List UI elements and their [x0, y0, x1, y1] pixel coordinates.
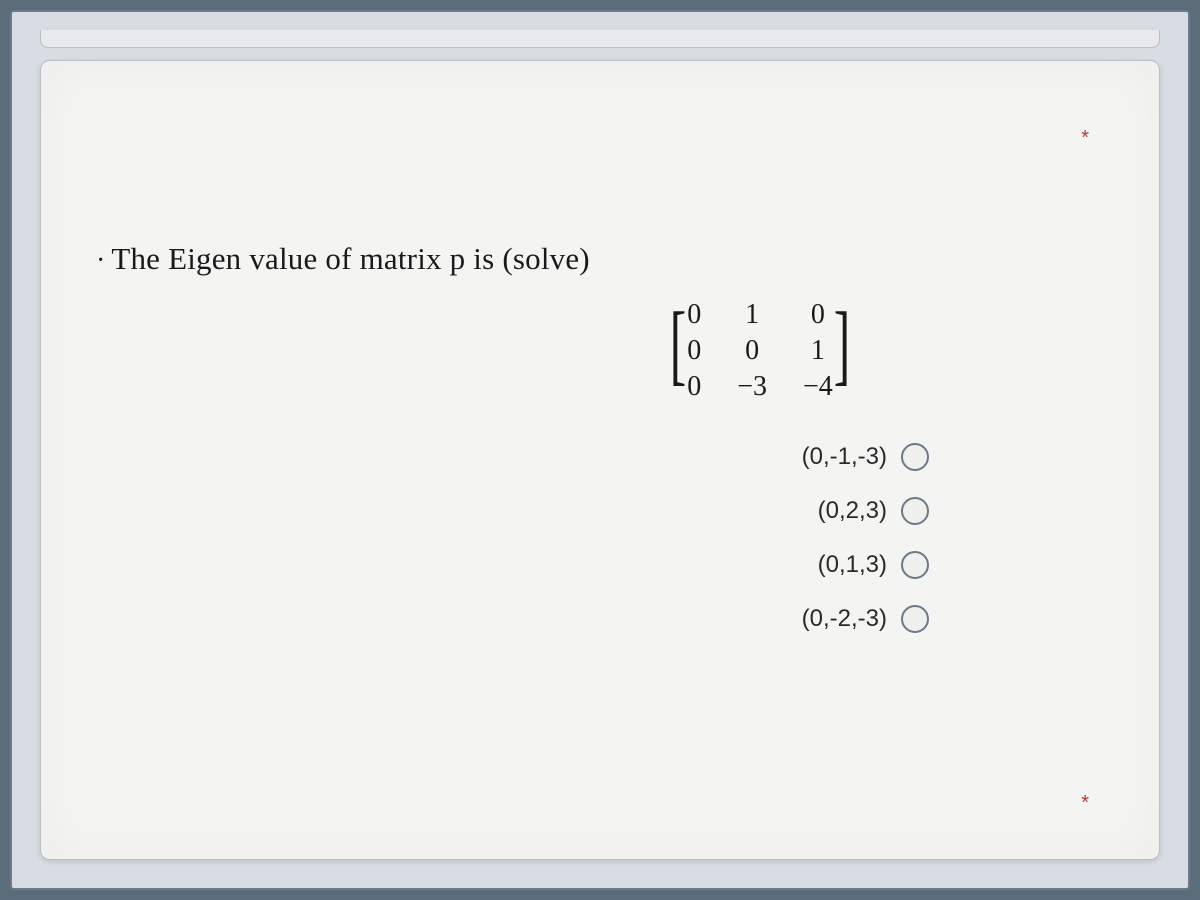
radio-icon[interactable]	[901, 605, 929, 633]
matrix-cell: 1	[737, 299, 767, 331]
right-bracket-icon: ]	[834, 311, 850, 379]
radio-icon[interactable]	[901, 497, 929, 525]
option-label: (0,2,3)	[818, 497, 887, 525]
question-row: · The Eigen value of matrix p is (solve)	[96, 241, 1104, 277]
option-row[interactable]: (0,-1,-3)	[802, 443, 929, 471]
required-asterisk-top: *	[1081, 127, 1089, 150]
matrix-cell: 1	[803, 335, 833, 367]
option-label: (0,-2,-3)	[802, 605, 887, 633]
question-text: The Eigen value of matrix p is (solve)	[111, 241, 590, 277]
previous-card-edge	[40, 30, 1160, 48]
option-row[interactable]: (0,2,3)	[818, 497, 929, 525]
matrix-container: [ 0 1 0 0 0 1 0 −3 −4 ]	[416, 295, 1104, 407]
matrix-grid: 0 1 0 0 0 1 0 −3 −4	[685, 295, 835, 407]
option-row[interactable]: (0,-2,-3)	[802, 605, 929, 633]
radio-icon[interactable]	[901, 551, 929, 579]
options-list: (0,-1,-3) (0,2,3) (0,1,3) (0,-2,-3)	[96, 443, 1104, 633]
matrix-cell: 0	[803, 299, 833, 331]
option-label: (0,-1,-3)	[802, 443, 887, 471]
required-asterisk-bottom: *	[1081, 792, 1089, 815]
left-bracket-icon: [	[670, 311, 686, 379]
bullet-icon: ·	[96, 245, 105, 277]
matrix-cell: 0	[687, 335, 701, 367]
matrix-cell: 0	[687, 371, 701, 403]
option-label: (0,1,3)	[818, 551, 887, 579]
matrix-cell: 0	[737, 335, 767, 367]
matrix-cell: 0	[687, 299, 701, 331]
outer-frame: * · The Eigen value of matrix p is (solv…	[10, 10, 1190, 890]
radio-icon[interactable]	[901, 443, 929, 471]
matrix-cell: −4	[803, 371, 833, 403]
option-row[interactable]: (0,1,3)	[818, 551, 929, 579]
matrix-cell: −3	[737, 371, 767, 403]
matrix: [ 0 1 0 0 0 1 0 −3 −4 ]	[663, 295, 857, 407]
question-card: * · The Eigen value of matrix p is (solv…	[40, 60, 1160, 860]
